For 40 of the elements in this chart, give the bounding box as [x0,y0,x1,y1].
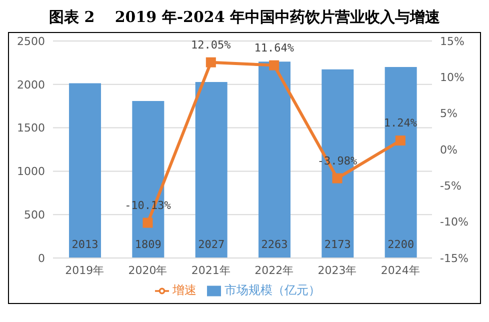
x-tick-label: 2020年 [128,264,168,277]
y-tick-label: 2500 [17,34,45,48]
data-label: 1.24% [384,116,418,130]
y2-tick-label: 5% [440,107,458,120]
chart-title: 图表 2 2019 年-2024 年中国中药饮片营业收入与增速 [48,8,442,28]
point [206,57,216,68]
data-label: 2013 [72,238,98,251]
x-tick-label: 2021年 [191,264,230,277]
x-tick-label: 2024年 [380,264,420,277]
bar [69,83,101,258]
y2-tick-label: -15% [440,252,468,265]
y2-tick-label: 0% [440,143,458,156]
legend-label: 增速 [172,283,196,297]
y-tick-label: 0 [38,252,45,265]
legend-label: 市场规模（亿元） [224,283,320,297]
data-label: 2173 [324,238,351,251]
y-tick-label: 2000 [17,78,45,92]
x-tick-label: 2019年 [65,264,104,277]
y-tick-label: 1000 [17,165,45,178]
bar [384,67,417,258]
data-label: 2027 [198,238,225,251]
data-label: 2263 [261,238,288,251]
y2-tick-label: -5% [440,180,462,193]
y-tick-label: 1500 [17,122,45,135]
y2-tick-label: 10% [440,71,464,84]
data-label: 12.05% [191,38,232,52]
bar [195,82,228,258]
point [332,173,342,184]
y2-tick-label: 15% [440,34,464,48]
data-label: 11.64% [254,41,294,54]
point [142,218,153,228]
point [395,136,406,146]
bar [258,62,290,258]
data-label: 1809 [134,238,162,251]
point [269,60,280,70]
data-label: 2200 [388,238,414,251]
x-tick-label: 2022年 [254,264,294,277]
y2-tick-label: -10% [440,216,468,229]
x-tick-label: 2023年 [318,264,357,277]
y-tick-label: 500 [24,208,45,222]
